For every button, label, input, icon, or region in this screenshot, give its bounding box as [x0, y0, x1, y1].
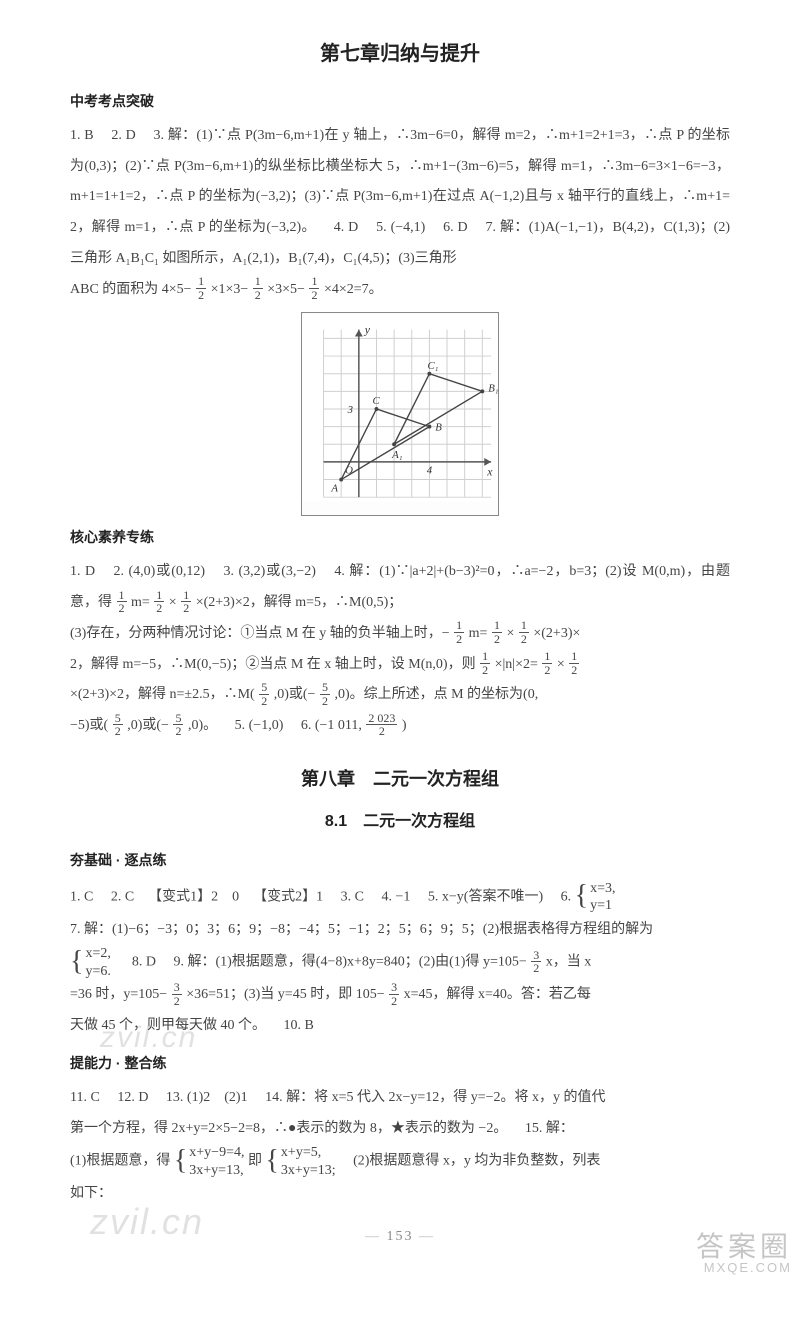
frac-half: 12 [195, 275, 207, 301]
txt: 7. 解：(1)−6；−3；0；3；6；9；−8；−4；5；−1；2；5；6；9… [70, 922, 653, 937]
txt: =36 时，y=105− [70, 987, 167, 1002]
frac-3-2: 32 [388, 981, 400, 1007]
frac-3-2: 32 [530, 949, 542, 975]
txt: (3)存在，分两种情况讨论：①当点 M 在 y 轴的负半轴上时，− [70, 626, 450, 641]
system-q15b: { x+y=5,3x+y=13; [265, 1144, 335, 1179]
frac-5-2: 52 [172, 712, 184, 738]
txt: ×4×2=7。 [324, 282, 383, 297]
para-d4: 如下： [70, 1179, 730, 1210]
txt: × [169, 595, 177, 610]
para-c2: 7. 解：(1)−6；−3；0；3；6；9；−8；−4；5；−1；2；5；6；9… [70, 915, 730, 946]
txt: × [557, 657, 565, 672]
para-c3: { x=2,y=6. 8. D 9. 解：(1)根据题意，得(4−8)x+8y=… [70, 945, 730, 980]
coordinate-figure: 43OxyABCA₁B₁C₁ [302, 313, 498, 503]
svg-text:A₁: A₁ [391, 449, 403, 461]
svg-text:3: 3 [347, 403, 354, 415]
frac-half: 12 [453, 619, 465, 645]
txt: ×1×3− [211, 282, 249, 297]
frac-half: 12 [180, 589, 192, 615]
para-b5: −5)或( 52 ,0)或(− 52 ,0)。 5. (−1,0) 6. (−1… [70, 711, 730, 742]
txt: m= [131, 595, 150, 610]
svg-text:y: y [364, 323, 371, 336]
txt: ) [402, 718, 407, 733]
section-c-label: 夯基础 · 逐点练 [70, 845, 730, 876]
para-b3: 2，解得 m=−5，∴M(0,−5)；②当点 M 在 x 轴上时，设 M(n,0… [70, 650, 730, 681]
txt: −5)或( [70, 718, 108, 733]
chapter8-title: 第八章 二元一次方程组 [70, 760, 730, 800]
svg-text:A: A [330, 482, 338, 494]
frac-half: 12 [153, 589, 165, 615]
corner-en: MXQE.COM [696, 1261, 792, 1275]
frac-half: 12 [116, 589, 128, 615]
txt: ×3×5− [267, 282, 305, 297]
para-b2: (3)存在，分两种情况讨论：①当点 M 在 y 轴的负半轴上时，− 12 m= … [70, 619, 730, 650]
txt: 即 [248, 1154, 266, 1169]
txt: 1. C 2. C 【变式1】2 0 【变式2】1 3. C 4. −1 5. … [70, 889, 575, 904]
para-c1: 1. C 2. C 【变式1】2 0 【变式2】1 3. C 4. −1 5. … [70, 880, 730, 915]
txt: × [506, 626, 514, 641]
svg-text:x: x [486, 465, 493, 478]
txt: ×(2+3)× [533, 626, 580, 641]
txt: (1)根据题意，得 [70, 1154, 174, 1169]
txt: ABC 的面积为 4×5− [70, 282, 192, 297]
txt: 8. D 9. 解：(1)根据题意，得(4−8)x+8y=840；(2)由(1)… [114, 955, 526, 970]
figure-container: 43OxyABCA₁B₁C₁ [70, 312, 730, 517]
txt: x，当 x [546, 955, 592, 970]
section-d-label: 提能力 · 整合练 [70, 1048, 730, 1079]
section-b-label: 核心素养专练 [70, 522, 730, 553]
figure-box: 43OxyABCA₁B₁C₁ [301, 312, 499, 517]
section-a-label: 中考考点突破 [70, 86, 730, 117]
txt: ,0)或(− [127, 718, 169, 733]
frac-half: 12 [491, 619, 503, 645]
frac-half: 12 [308, 275, 320, 301]
svg-text:C: C [373, 395, 381, 407]
txt: ×(2+3)×2，解得 m=5，∴M(0,5)； [196, 595, 403, 610]
system-q6: { x=3,y=1 [575, 880, 616, 915]
para-b4: ×(2+3)×2，解得 n=±2.5，∴M( 52 ,0)或(− 52 ,0)。… [70, 680, 730, 711]
frac-3-2: 32 [171, 981, 183, 1007]
para-b1: 1. D 2. (4,0)或(0,12) 3. (3,2)或(3,−2) 4. … [70, 557, 730, 619]
txt: ×(2+3)×2，解得 n=±2.5，∴M( [70, 687, 255, 702]
frac-5-2: 52 [319, 681, 331, 707]
frac-half: 12 [518, 619, 530, 645]
txt: ,0)。 5. (−1,0) 6. (−1 011, [188, 718, 362, 733]
txt: 2，解得 m=−5，∴M(0,−5)；②当点 M 在 x 轴上时，设 M(n,0… [70, 657, 479, 672]
svg-text:4: 4 [427, 464, 433, 476]
svg-text:B₁: B₁ [488, 382, 498, 394]
frac-2023-2: 2 0232 [365, 712, 398, 738]
txt: (2)根据题意得 x，y 均为非负整数，列表 [339, 1154, 600, 1169]
chapter7-title: 第七章归纳与提升 [70, 32, 730, 76]
para-c4: =36 时，y=105− 32 ×36=51；(3)当 y=45 时，即 105… [70, 980, 730, 1011]
txt: m= [469, 626, 488, 641]
chapter8-sub: 8.1 二元一次方程组 [70, 804, 730, 839]
txt: ×|n|×2= [495, 657, 538, 672]
para-d1: 11. C 12. D 13. (1)2 (2)1 14. 解：将 x=5 代入… [70, 1083, 730, 1114]
frac-half: 12 [568, 650, 580, 676]
para-d2: 第一个方程，得 2x+y=2×5−2=8，∴●表示的数为 8，★表示的数为 −2… [70, 1114, 730, 1145]
para-d3: (1)根据题意，得 { x+y−9=4,3x+y=13, 即 { x+y=5,3… [70, 1144, 730, 1179]
frac-half: 12 [479, 650, 491, 676]
para-c5: 天做 45 个，则甲每天做 40 个。 10. B [70, 1011, 730, 1042]
page-number: 153 [70, 1222, 730, 1253]
frac-5-2: 52 [258, 681, 270, 707]
svg-text:C₁: C₁ [427, 359, 438, 371]
frac-half: 12 [541, 650, 553, 676]
para-a1: 1. B 2. D 3. 解：(1)∵点 P(3m−6,m+1)在 y 轴上，∴… [70, 121, 730, 275]
txt: ,0)。综上所述，点 M 的坐标为(0, [334, 687, 538, 702]
system-q15a: { x+y−9=4,3x+y=13, [174, 1144, 245, 1179]
system-q7: { x=2,y=6. [70, 945, 111, 980]
para-a2: ABC 的面积为 4×5− 12 ×1×3− 12 ×3×5− 12 ×4×2=… [70, 275, 730, 306]
frac-half: 12 [252, 275, 264, 301]
txt: ×36=51；(3)当 y=45 时，即 105− [186, 987, 384, 1002]
txt: x=45，解得 x=40。答：若乙每 [404, 987, 591, 1002]
txt: ,0)或(− [274, 687, 316, 702]
frac-5-2: 52 [112, 712, 124, 738]
svg-text:B: B [435, 421, 442, 433]
